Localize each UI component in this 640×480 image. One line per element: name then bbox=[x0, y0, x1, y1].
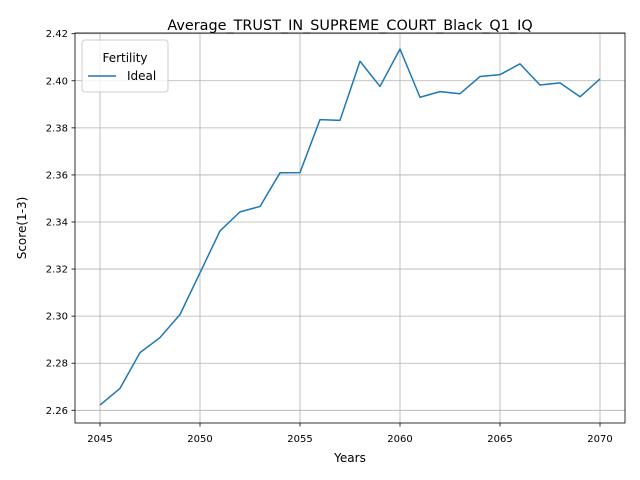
series-layer bbox=[99, 48, 601, 406]
y-tick-label: 2.36 bbox=[46, 170, 68, 181]
chart-title: Average_TRUST_IN_SUPREME_COURT_Black_Q1_… bbox=[167, 18, 532, 34]
y-tick-label: 2.40 bbox=[46, 76, 68, 87]
y-tick-label: 2.42 bbox=[46, 29, 68, 40]
plot-frame bbox=[74, 32, 626, 424]
legend-box bbox=[81, 39, 169, 93]
legend-entry-ideal: Ideal bbox=[127, 69, 156, 83]
y-tick-label: 2.28 bbox=[46, 359, 68, 370]
grid-lines bbox=[75, 33, 625, 423]
y-axis-ticks: 2.26 2.28 2.30 2.32 2.34 2.36 2.38 2.40 2.42 bbox=[46, 29, 75, 417]
series-line-ideal bbox=[99, 48, 601, 406]
x-tick-label: 2065 bbox=[487, 434, 512, 445]
y-axis-label: Score(1-3) bbox=[15, 197, 29, 260]
x-axis-ticks: 2045 2050 2055 2060 2065 2070 bbox=[87, 423, 613, 445]
x-tick-label: 2060 bbox=[387, 434, 412, 445]
y-tick-label: 2.26 bbox=[46, 406, 68, 417]
x-tick-label: 2070 bbox=[587, 434, 612, 445]
legend: Fertility Ideal bbox=[81, 39, 169, 93]
legend-title: Fertility bbox=[102, 51, 147, 65]
y-tick-label: 2.30 bbox=[46, 312, 68, 323]
x-tick-label: 2055 bbox=[287, 434, 312, 445]
y-tick-label: 2.34 bbox=[46, 217, 68, 228]
y-tick-label: 2.32 bbox=[46, 265, 68, 276]
x-tick-label: 2045 bbox=[87, 434, 112, 445]
y-tick-label: 2.38 bbox=[46, 123, 68, 134]
x-axis-label: Years bbox=[333, 451, 366, 465]
x-tick-label: 2050 bbox=[187, 434, 212, 445]
